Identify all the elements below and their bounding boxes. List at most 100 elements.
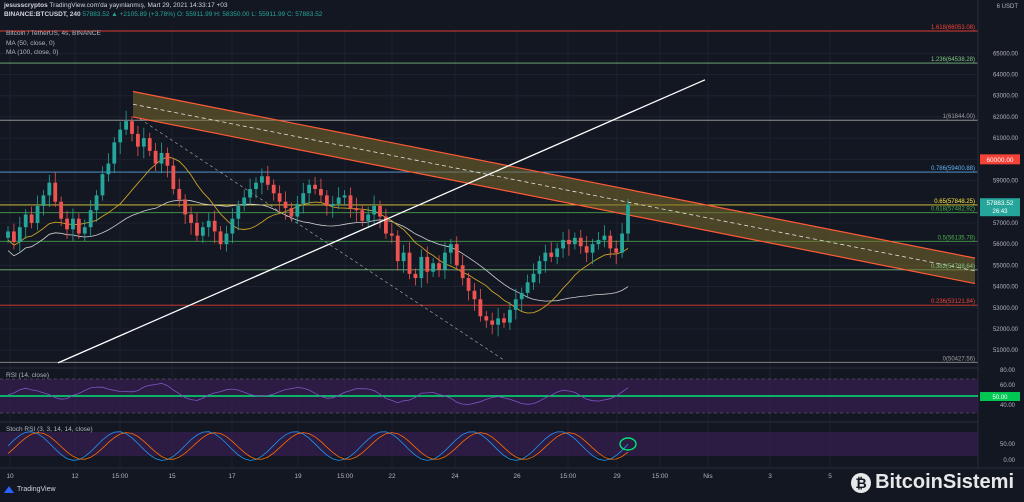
price-axis-bg — [978, 0, 1024, 470]
candle-body-35 — [212, 220, 217, 232]
candle-body-25 — [153, 150, 158, 164]
price-tick-12: 53000.00 — [993, 306, 1019, 312]
publisher-name: jesusscryptos — [4, 2, 48, 9]
close-change: 57883.52 ▲ +2105.89 (+3.78%) — [82, 11, 176, 18]
price-axis[interactable]: 6 USDT 65000.00 64000.00 63000.00 62000.00 61… — [977, 0, 1024, 470]
countdown: 26:43 — [992, 209, 1008, 215]
candle-body-26 — [159, 152, 164, 164]
time-tick-0: 10 — [6, 473, 14, 480]
time-axis[interactable]: 10 12 15:00 15 17 19 15:00 22 24 26 15:00 29 15:00 Ni… — [0, 467, 1024, 480]
fib-label-0: 1.618(66053.08) — [931, 25, 975, 31]
candle-body-59 — [354, 208, 359, 211]
candle-body-66 — [395, 235, 400, 262]
legend-ma100[interactable]: MA (100, close, 0) — [6, 49, 59, 56]
candle-body-5 — [35, 205, 40, 223]
candle-body-67 — [401, 252, 406, 262]
fib-label-3: 0.786(59400.88) — [931, 166, 975, 172]
price-axis-unit: 6 USDT — [997, 4, 1019, 10]
price-tick-1: 64000.00 — [993, 73, 1019, 79]
time-tick-4: 17 — [228, 473, 236, 480]
fib-label-8: 0.236(53121.84) — [931, 299, 975, 305]
tradingview-logo-text: TradingView — [17, 486, 56, 493]
candle-body-85 — [508, 309, 512, 323]
price-tick-0: 65000.00 — [993, 51, 1019, 57]
candle-body-38 — [230, 218, 235, 234]
time-tick-7: 22 — [388, 473, 396, 480]
header-line-2: BINANCE:BTCUSDT, 240 57883.52 ▲ +2105.89… — [4, 11, 322, 18]
rsi-badge-bg — [980, 392, 1020, 401]
candle-body-69 — [413, 273, 418, 279]
rsi-label[interactable]: RSI (14, close) — [6, 372, 49, 379]
price-tick-4: 61000.00 — [993, 136, 1019, 142]
candle-body-78 — [466, 278, 471, 291]
candle-body-30 — [183, 199, 188, 215]
ma-50-line — [7, 156, 629, 314]
candle-body-55 — [330, 203, 335, 206]
candle-body-70 — [419, 256, 424, 279]
candle-body-22 — [136, 133, 140, 147]
rsi-line — [7, 382, 629, 405]
time-tick-10: 15:00 — [560, 473, 577, 480]
candle-body-99 — [590, 244, 595, 253]
time-tick-3: 15 — [168, 473, 176, 480]
price-tick-6: 59000.00 — [993, 179, 1019, 185]
rsi-badge: 50.00 — [992, 395, 1008, 401]
rsi-tick-1: 60.00 — [1000, 383, 1016, 389]
fib-label-9: 0(50427.56) — [943, 356, 975, 362]
time-tick-12: 15:00 — [652, 473, 669, 480]
candle-body-102 — [608, 235, 613, 249]
watermark-text: BitcoinSistemi — [875, 471, 1014, 493]
tradingview-logo[interactable]: TradingView — [4, 486, 56, 493]
fib-label-6: 0.5(56135.78) — [938, 235, 975, 241]
candle-body-17 — [106, 163, 111, 175]
stoch-label[interactable]: Stoch RSI (3, 3, 14, 14, close) — [6, 426, 93, 433]
header-line-1: jesusscryptos TradingView.com'da yayınla… — [4, 2, 228, 9]
candle-body-62 — [372, 205, 376, 215]
candle-body-46 — [277, 193, 282, 202]
price-tick-13: 52000.00 — [993, 327, 1019, 333]
candle-body-42 — [254, 182, 258, 190]
time-tick-5: 19 — [294, 473, 302, 480]
candle-body-16 — [100, 174, 105, 196]
candle-body-73 — [437, 263, 441, 270]
level-badge: 60000.00 — [986, 157, 1013, 164]
candle-body-48 — [289, 208, 294, 217]
candle-body-18 — [112, 142, 117, 164]
candle-body-4 — [29, 214, 34, 223]
time-tick-9: 26 — [513, 473, 521, 480]
candle-body-0 — [6, 231, 10, 238]
candle-body-32 — [195, 222, 199, 236]
candle-body-12 — [76, 218, 81, 234]
candle-body-76 — [454, 244, 459, 266]
candle-body-52 — [313, 184, 317, 190]
candlesticks — [6, 110, 630, 337]
candle-body-91 — [543, 252, 548, 262]
candle-body-43 — [260, 176, 264, 183]
candle-body-95 — [567, 239, 571, 245]
candle-body-71 — [425, 256, 430, 272]
fib-label-2: 1(61844.00) — [943, 114, 975, 120]
candle-body-87 — [519, 292, 524, 300]
stoch-k-line — [7, 431, 629, 461]
tradingview-icon — [4, 486, 14, 493]
candle-body-40 — [242, 197, 247, 206]
candle-body-7 — [47, 182, 52, 196]
candle-body-44 — [265, 176, 270, 185]
rsi-tick-2: 40.00 — [1000, 403, 1016, 409]
candle-body-86 — [513, 299, 518, 310]
candle-body-28 — [171, 165, 176, 190]
time-tick-15: 5 — [828, 473, 832, 480]
candle-body-65 — [389, 233, 394, 236]
price-tick-3: 62000.00 — [993, 115, 1019, 121]
time-tick-1: 12 — [71, 473, 79, 480]
candle-body-31 — [189, 214, 193, 223]
candle-body-13 — [82, 227, 87, 234]
legend-ma50[interactable]: MA (50, close, 0) — [6, 40, 55, 47]
candle-body-21 — [130, 121, 134, 134]
candle-body-45 — [271, 184, 276, 194]
symbol-label: BINANCE:BTCUSDT, 240 — [4, 11, 81, 18]
fib-label-1: 1.236(64538.28) — [931, 57, 975, 63]
candle-body-34 — [206, 220, 211, 228]
candle-body-103 — [614, 248, 619, 253]
